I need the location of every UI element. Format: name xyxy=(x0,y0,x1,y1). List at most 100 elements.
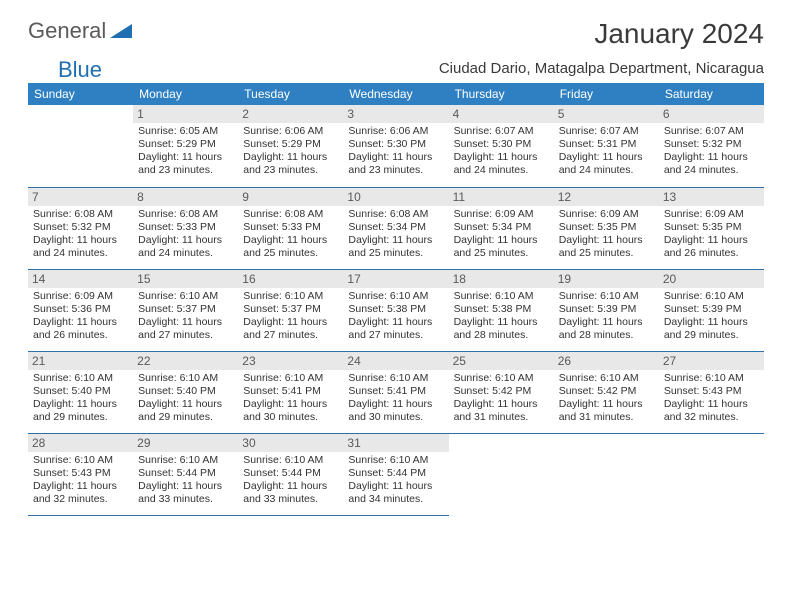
calendar-cell: 11 Sunrise: 6:09 AMSunset: 5:34 PMDayligh… xyxy=(449,187,554,269)
cell-details: Sunrise: 6:09 AMSunset: 5:36 PMDaylight:… xyxy=(33,290,128,343)
day-number: 14 xyxy=(28,270,133,288)
calendar-cell: 19 Sunrise: 6:10 AMSunset: 5:39 PMDayligh… xyxy=(554,269,659,351)
location: Ciudad Dario, Matagalpa Department, Nica… xyxy=(439,60,764,77)
day-number: 8 xyxy=(133,188,238,206)
calendar-cell: 23Sunrise: 6:10 AMSunset: 5:41 PMDayligh… xyxy=(238,351,343,433)
calendar-cell: 17Sunrise: 6:10 AMSunset: 5:38 PMDayligh… xyxy=(343,269,448,351)
day-number: 27 xyxy=(659,352,764,370)
day-number: 10 xyxy=(343,188,448,206)
calendar-cell: 8 Sunrise: 6:08 AMSunset: 5:33 PMDaylight… xyxy=(133,187,238,269)
day-number: 4 xyxy=(449,105,554,123)
calendar-cell: 7 Sunrise: 6:08 AMSunset: 5:32 PMDaylight… xyxy=(28,187,133,269)
cell-details: Sunrise: 6:10 AMSunset: 5:40 PMDaylight:… xyxy=(33,372,128,425)
cell-details: Sunrise: 6:10 AMSunset: 5:39 PMDaylight:… xyxy=(559,290,654,343)
cell-details: Sunrise: 6:09 AMSunset: 5:35 PMDaylight:… xyxy=(559,208,654,261)
day-number: 31 xyxy=(343,434,448,452)
logo-text-blue: Blue xyxy=(58,57,102,83)
day-number: 20 xyxy=(659,270,764,288)
calendar-cell: 5 Sunrise: 6:07 AMSunset: 5:31 PMDaylight… xyxy=(554,105,659,187)
day-number: 2 xyxy=(238,105,343,123)
calendar-cell xyxy=(449,433,554,515)
calendar-cell: 14 Sunrise: 6:09 AMSunset: 5:36 PMDayligh… xyxy=(28,269,133,351)
day-number: 22 xyxy=(133,352,238,370)
day-number: 7 xyxy=(28,188,133,206)
day-number: 9 xyxy=(238,188,343,206)
calendar-cell: 22 Sunrise: 6:10 AMSunset: 5:40 PMDayligh… xyxy=(133,351,238,433)
day-number: 11 xyxy=(449,188,554,206)
day-number: 29 xyxy=(133,434,238,452)
logo: General xyxy=(28,18,134,44)
day-number: 16 xyxy=(238,270,343,288)
calendar-table: SundayMondayTuesdayWednesdayThursdayFrid… xyxy=(28,83,764,516)
day-number: 26 xyxy=(554,352,659,370)
day-header: Thursday xyxy=(449,83,554,105)
calendar-cell xyxy=(659,433,764,515)
calendar-cell: 16 Sunrise: 6:10 AMSunset: 5:37 PMDayligh… xyxy=(238,269,343,351)
cell-details: Sunrise: 6:09 AMSunset: 5:35 PMDaylight:… xyxy=(664,208,759,261)
cell-details: Sunrise: 6:10 AMSunset: 5:44 PMDaylight:… xyxy=(138,454,233,507)
cell-details: Sunrise: 6:10 AMSunset: 5:37 PMDaylight:… xyxy=(243,290,338,343)
cell-details: Sunrise: 6:06 AMSunset: 5:29 PMDaylight:… xyxy=(243,125,338,178)
cell-details: Sunrise: 6:07 AMSunset: 5:32 PMDaylight:… xyxy=(664,125,759,178)
calendar-cell: 20 Sunrise: 6:10 AMSunset: 5:39 PMDayligh… xyxy=(659,269,764,351)
cell-details: Sunrise: 6:10 AMSunset: 5:38 PMDaylight:… xyxy=(348,290,443,343)
calendar-cell: 24 Sunrise: 6:10 AMSunset: 5:41 PMDayligh… xyxy=(343,351,448,433)
cell-details: Sunrise: 6:08 AMSunset: 5:33 PMDaylight:… xyxy=(243,208,338,261)
day-number: 30 xyxy=(238,434,343,452)
cell-details: Sunrise: 6:10 AMSunset: 5:43 PMDaylight:… xyxy=(664,372,759,425)
logo-text-general: General xyxy=(28,18,106,44)
calendar-cell: 3 Sunrise: 6:06 AMSunset: 5:30 PMDaylight… xyxy=(343,105,448,187)
cell-details: Sunrise: 6:07 AMSunset: 5:30 PMDaylight:… xyxy=(454,125,549,178)
day-number: 28 xyxy=(28,434,133,452)
cell-details: Sunrise: 6:10 AMSunset: 5:42 PMDaylight:… xyxy=(454,372,549,425)
calendar-cell: 26Sunrise: 6:10 AMSunset: 5:42 PMDayligh… xyxy=(554,351,659,433)
calendar-cell: 15 Sunrise: 6:10 AMSunset: 5:37 PMDayligh… xyxy=(133,269,238,351)
day-number: 19 xyxy=(554,270,659,288)
calendar-cell: 27 Sunrise: 6:10 AMSunset: 5:43 PMDayligh… xyxy=(659,351,764,433)
calendar-cell: 28Sunrise: 6:10 AMSunset: 5:43 PMDayligh… xyxy=(28,433,133,515)
calendar-cell xyxy=(554,433,659,515)
cell-details: Sunrise: 6:07 AMSunset: 5:31 PMDaylight:… xyxy=(559,125,654,178)
cell-details: Sunrise: 6:10 AMSunset: 5:44 PMDaylight:… xyxy=(348,454,443,507)
cell-details: Sunrise: 6:06 AMSunset: 5:30 PMDaylight:… xyxy=(348,125,443,178)
day-number: 18 xyxy=(449,270,554,288)
cell-details: Sunrise: 6:10 AMSunset: 5:41 PMDaylight:… xyxy=(243,372,338,425)
cell-details: Sunrise: 6:10 AMSunset: 5:44 PMDaylight:… xyxy=(243,454,338,507)
day-header: Tuesday xyxy=(238,83,343,105)
calendar-cell xyxy=(28,105,133,187)
day-number: 12 xyxy=(554,188,659,206)
cell-details: Sunrise: 6:10 AMSunset: 5:41 PMDaylight:… xyxy=(348,372,443,425)
cell-details: Sunrise: 6:08 AMSunset: 5:32 PMDaylight:… xyxy=(33,208,128,261)
cell-details: Sunrise: 6:08 AMSunset: 5:33 PMDaylight:… xyxy=(138,208,233,261)
cell-details: Sunrise: 6:10 AMSunset: 5:37 PMDaylight:… xyxy=(138,290,233,343)
calendar-cell: 2 Sunrise: 6:06 AMSunset: 5:29 PMDaylight… xyxy=(238,105,343,187)
day-number: 3 xyxy=(343,105,448,123)
calendar-cell: 13Sunrise: 6:09 AMSunset: 5:35 PMDayligh… xyxy=(659,187,764,269)
day-number: 5 xyxy=(554,105,659,123)
cell-details: Sunrise: 6:10 AMSunset: 5:38 PMDaylight:… xyxy=(454,290,549,343)
calendar-cell: 6 Sunrise: 6:07 AMSunset: 5:32 PMDaylight… xyxy=(659,105,764,187)
calendar-cell: 9 Sunrise: 6:08 AMSunset: 5:33 PMDaylight… xyxy=(238,187,343,269)
day-number: 24 xyxy=(343,352,448,370)
cell-details: Sunrise: 6:08 AMSunset: 5:34 PMDaylight:… xyxy=(348,208,443,261)
month-title: January 2024 xyxy=(594,18,764,50)
day-number: 1 xyxy=(133,105,238,123)
cell-details: Sunrise: 6:10 AMSunset: 5:39 PMDaylight:… xyxy=(664,290,759,343)
day-number: 25 xyxy=(449,352,554,370)
day-number: 21 xyxy=(28,352,133,370)
logo-triangle-icon xyxy=(110,20,132,43)
calendar-cell: 30 Sunrise: 6:10 AMSunset: 5:44 PMDayligh… xyxy=(238,433,343,515)
day-number: 15 xyxy=(133,270,238,288)
day-header: Monday xyxy=(133,83,238,105)
day-header: Friday xyxy=(554,83,659,105)
calendar-cell: 31 Sunrise: 6:10 AMSunset: 5:44 PMDayligh… xyxy=(343,433,448,515)
day-number: 6 xyxy=(659,105,764,123)
calendar-cell: 4 Sunrise: 6:07 AMSunset: 5:30 PMDaylight… xyxy=(449,105,554,187)
calendar-cell: 29 Sunrise: 6:10 AMSunset: 5:44 PMDayligh… xyxy=(133,433,238,515)
day-header: Wednesday xyxy=(343,83,448,105)
calendar-cell: 1Sunrise: 6:05 AMSunset: 5:29 PMDaylight… xyxy=(133,105,238,187)
calendar-cell: 10 Sunrise: 6:08 AMSunset: 5:34 PMDayligh… xyxy=(343,187,448,269)
cell-details: Sunrise: 6:10 AMSunset: 5:40 PMDaylight:… xyxy=(138,372,233,425)
calendar-cell: 25 Sunrise: 6:10 AMSunset: 5:42 PMDayligh… xyxy=(449,351,554,433)
cell-details: Sunrise: 6:09 AMSunset: 5:34 PMDaylight:… xyxy=(454,208,549,261)
